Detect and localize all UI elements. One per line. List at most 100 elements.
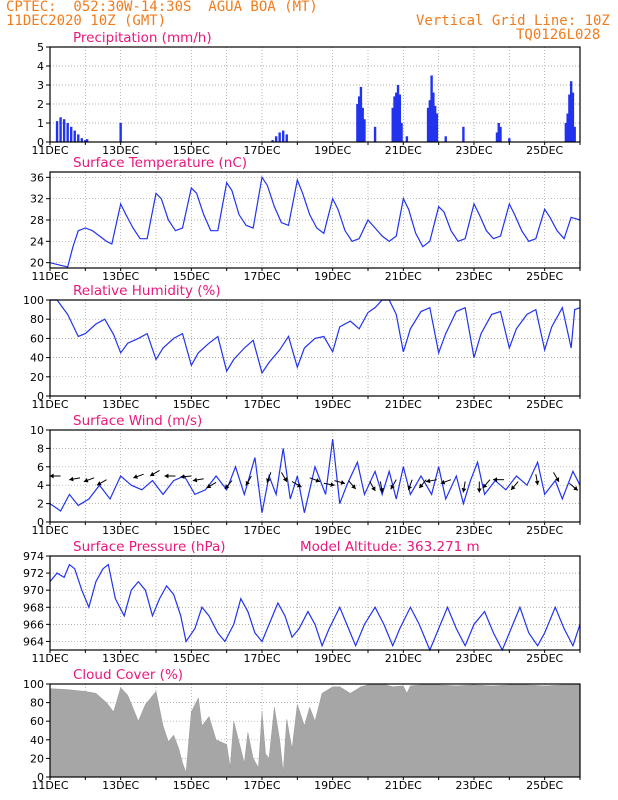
wind-arrow-head — [390, 484, 395, 490]
relative-humidity-date-label: 17DEC — [243, 398, 280, 411]
precip-bar — [62, 119, 66, 142]
surface-temperature-date-label: 19DEC — [314, 270, 351, 283]
header-code: TQ0126L028 — [516, 27, 601, 43]
wind-arrow-head — [554, 477, 560, 482]
surface-pressure-line — [49, 563, 581, 652]
wind-arrow-head — [245, 480, 250, 486]
cloud-cover-ytick-label: 40 — [30, 734, 44, 747]
header-location: CPTEC: 052:30W-14:30S AGUA BOA (MT) — [6, 0, 318, 15]
surface-temperature-ytick-label: 24 — [30, 235, 44, 248]
relative-humidity-frame — [49, 299, 581, 397]
precip-bar — [373, 126, 377, 142]
wind-arrow-head — [266, 478, 271, 483]
surface-temperature-date-label: 17DEC — [243, 270, 280, 283]
precip-bar — [278, 132, 281, 142]
wind-arrow-head — [296, 482, 302, 488]
precip-bar — [398, 94, 401, 142]
surface-pressure-date-label: 21DEC — [385, 652, 422, 665]
wind-arrow-head — [69, 476, 74, 482]
precip-bar — [80, 138, 83, 142]
wind-arrow-head — [371, 486, 376, 492]
wind-arrow-head — [150, 471, 155, 477]
precip-bar — [428, 100, 432, 142]
precip-bar — [356, 104, 359, 142]
cloud-cover-frame — [49, 683, 581, 778]
surface-temperature-title: Surface Temperature (nC) — [73, 155, 247, 171]
surface-wind-panel: 0 2 4 6 8 10 11DEC 13DEC 15DEC 17DEC 19DEC 21DEC 23D… — [30, 413, 581, 537]
precip-bar — [66, 123, 69, 142]
surface-wind-date-label: 25DEC — [526, 524, 563, 537]
precipitation-ytick-label: 4 — [37, 60, 44, 73]
surface-temperature-date-label: 11DEC — [31, 270, 68, 283]
precip-bar — [119, 123, 122, 142]
relative-humidity-ytick-label: 40 — [30, 352, 44, 365]
surface-wind-date-label: 23DEC — [455, 524, 492, 537]
wind-arrow-head — [49, 473, 54, 479]
cloud-cover-date-label: 17DEC — [243, 779, 280, 792]
surface-temperature-line — [49, 175, 581, 268]
precip-bar — [271, 140, 274, 142]
precip-bar — [395, 92, 398, 142]
wind-arrow-head — [83, 477, 89, 483]
relative-humidity-date-label: 23DEC — [455, 398, 492, 411]
header-grid-note: Vertical Grid Line: 10Z — [416, 13, 610, 29]
cloud-cover-date-label: 21DEC — [385, 779, 422, 792]
surface-pressure-date-label: 11DEC — [31, 652, 68, 665]
wind-arrow-head — [340, 480, 346, 485]
precipitation-panel: 0 1 2 3 4 5 11DEC 13DEC 15DEC 17DEC 19DEC 21DEC 23DE… — [31, 30, 581, 157]
precipitation-date-label: 23DEC — [455, 144, 492, 157]
precip-bar — [426, 107, 430, 142]
wind-arrow-head — [534, 480, 540, 485]
precipitation-ytick-label: 3 — [37, 79, 44, 92]
cloud-cover-ytick-label: 20 — [30, 752, 44, 765]
precip-bar — [462, 126, 465, 142]
precip-bar — [508, 138, 511, 142]
surface-pressure-ytick-label: 968 — [23, 601, 44, 614]
precipitation-ytick-label: 5 — [37, 41, 44, 54]
wind-arrow-head — [351, 484, 356, 490]
relative-humidity-date-label: 15DEC — [173, 398, 210, 411]
wind-arrow-head — [476, 488, 482, 493]
precip-bar — [430, 75, 433, 142]
cloud-cover-date-label: 19DEC — [314, 779, 351, 792]
header-datetime: 11DEC2020 10Z (GMT) — [6, 13, 167, 29]
precip-bar — [573, 126, 576, 142]
wind-arrow-head — [426, 478, 431, 484]
surface-temperature-date-label: 21DEC — [385, 270, 422, 283]
precip-bar — [73, 130, 76, 142]
wind-arrow-head — [164, 473, 169, 479]
surface-wind-frame — [49, 429, 581, 523]
surface-pressure-ytick-label: 966 — [23, 618, 44, 631]
surface-temperature-ytick-label: 20 — [30, 257, 44, 270]
model-altitude: Model Altitude: 363.271 m — [300, 539, 480, 555]
precip-bar — [396, 85, 400, 142]
precipitation-date-label: 15DEC — [173, 144, 210, 157]
relative-humidity-panel: 0 20 40 60 80 100 11DEC 13DEC 15DEC 17DEC 19DEC 21D… — [23, 283, 581, 411]
cloud-cover-ytick-label: 60 — [30, 715, 44, 728]
precip-bar — [568, 94, 571, 142]
precipitation-date-label: 11DEC — [31, 144, 68, 157]
wind-arrow-head — [224, 484, 230, 490]
wind-arrow-head — [97, 481, 102, 486]
cloud-cover-title: Cloud Cover (%) — [73, 667, 183, 683]
wind-arrow-head — [379, 487, 384, 493]
precip-bar — [495, 132, 499, 142]
relative-humidity-ytick-label: 20 — [30, 371, 44, 384]
surface-temperature-panel: 20 24 28 32 36 11DEC 13DEC 15DEC 17DEC 19DEC 21DEC… — [30, 155, 581, 283]
wind-arrow-head — [419, 483, 424, 489]
cloud-cover-date-label: 23DEC — [455, 779, 492, 792]
precip-bar — [569, 81, 573, 142]
relative-humidity-ytick-label: 80 — [30, 313, 44, 326]
surface-wind-ytick-label: 6 — [37, 461, 44, 474]
precip-bar — [70, 126, 73, 142]
precipitation-ytick-label: 0 — [37, 136, 44, 149]
wind-arrow-head — [282, 477, 288, 482]
surface-pressure-date-label: 17DEC — [243, 652, 280, 665]
relative-humidity-line — [50, 299, 581, 375]
relative-humidity-date-label: 19DEC — [314, 398, 351, 411]
relative-humidity-ytick-label: 100 — [23, 294, 44, 307]
surface-pressure-ytick-label: 972 — [23, 567, 44, 580]
precip-bar — [433, 105, 437, 142]
surface-pressure-panel: 964 966 968 970 972 974 11DEC 13DEC 15DEC 17DEC 19… — [23, 539, 581, 665]
precip-bar — [444, 136, 447, 142]
